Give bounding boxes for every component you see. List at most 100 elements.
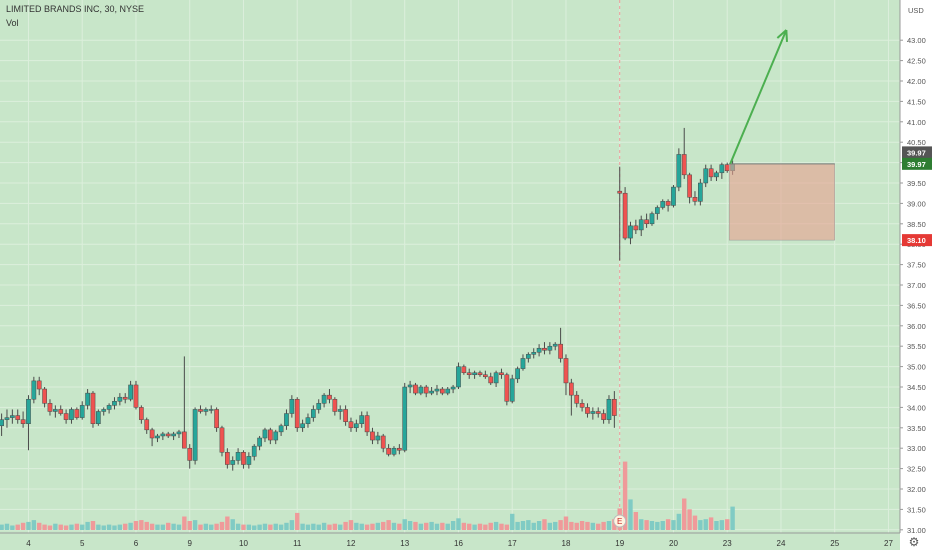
y-tick-label: 35.50 (907, 342, 926, 351)
candle-body (294, 398, 300, 429)
candle-body (434, 388, 440, 392)
volume-bar (676, 513, 682, 530)
candle-body (128, 384, 133, 400)
volume-bar (477, 523, 483, 530)
volume-bar (553, 521, 558, 530)
volume-bar (370, 523, 375, 530)
candle-body (203, 409, 209, 412)
candle-body (176, 431, 182, 435)
volume-bar (112, 525, 117, 530)
volume-bar (649, 521, 655, 530)
y-tick-label: 33.00 (907, 444, 926, 453)
volume-bar (348, 520, 354, 530)
candle-body (380, 435, 386, 449)
volume-bar (418, 523, 424, 530)
candle-body (117, 396, 123, 402)
candle-body (488, 376, 494, 384)
volume-bar (499, 523, 504, 530)
candle-body (660, 201, 666, 208)
x-tick-label: 12 (347, 539, 356, 548)
candle-body (106, 405, 112, 410)
candle-body (327, 394, 332, 400)
candle-body (477, 372, 483, 376)
volume-bar (585, 521, 590, 530)
candle-body (241, 452, 246, 465)
candle-body (590, 411, 596, 414)
candle-body (198, 409, 203, 412)
volume-bar (305, 524, 311, 530)
volume-bar (203, 523, 209, 530)
candle-body (472, 372, 477, 376)
candle-body (316, 403, 322, 410)
x-tick-label: 20 (669, 539, 678, 548)
volume-bar (90, 521, 96, 530)
candle-body (375, 435, 381, 441)
candle-body (542, 347, 547, 351)
volume-bar (149, 523, 155, 530)
volume-bar (682, 498, 687, 530)
candle-body (53, 409, 58, 412)
x-tick-label: 10 (239, 539, 248, 548)
candle-body (698, 182, 703, 202)
volume-bar (278, 524, 284, 530)
candle-body (633, 225, 639, 231)
candle-body (278, 425, 284, 433)
volume-bar (703, 519, 708, 530)
volume-bar (63, 525, 69, 530)
candle-body (708, 168, 714, 178)
candle-body (418, 386, 424, 394)
candle-body (171, 433, 176, 437)
legend-title: LIMITED BRANDS INC, 30, NYSE (6, 4, 145, 14)
volume-bar (192, 520, 198, 530)
volume-bar (26, 521, 31, 530)
volume-bar (445, 523, 450, 530)
x-tick-label: 13 (400, 539, 409, 548)
volume-bar (268, 524, 273, 530)
candle-body (644, 219, 649, 225)
volume-bar (10, 525, 15, 530)
volume-bar (660, 521, 665, 530)
settings-gear-icon[interactable]: ⚙ (909, 535, 920, 549)
volume-bar (300, 523, 305, 530)
y-tick-label: 32.50 (907, 465, 926, 474)
candle-body (343, 409, 348, 422)
volume-bar (139, 520, 144, 530)
y-tick-label: 38.50 (907, 220, 926, 229)
volume-bar (456, 518, 461, 530)
volume-bar (622, 461, 628, 530)
volume-bar (601, 521, 606, 530)
volume-bar (488, 522, 493, 530)
earnings-marker-label: E (617, 517, 622, 526)
volume-bar (579, 521, 585, 530)
candle-body (676, 154, 682, 188)
volume-bar (386, 520, 391, 530)
candle-body (386, 447, 391, 455)
candle-body (466, 372, 472, 376)
candle-body (665, 201, 671, 206)
candle-body (574, 394, 580, 404)
volume-bar (510, 513, 515, 530)
candle-body (20, 419, 26, 424)
volume-bar (155, 524, 160, 530)
volume-bar (273, 523, 278, 530)
volume-bar (80, 524, 85, 530)
volume-bar (628, 499, 633, 530)
volume-bar (101, 525, 106, 530)
candle-body (4, 417, 10, 420)
candle-body (681, 154, 687, 176)
last-price-tag-bg (902, 146, 932, 159)
candle-body (257, 437, 262, 447)
legend-volume-label: Vol (6, 18, 19, 28)
volume-bar (225, 516, 230, 530)
candle-body (558, 343, 563, 359)
y-tick-label: 39.00 (907, 199, 926, 208)
candle-body (601, 413, 606, 420)
x-tick-label: 27 (884, 539, 893, 548)
candle-body (531, 352, 537, 355)
volume-bar (219, 521, 225, 530)
volume-bar (42, 524, 47, 530)
candle-body (63, 413, 69, 420)
